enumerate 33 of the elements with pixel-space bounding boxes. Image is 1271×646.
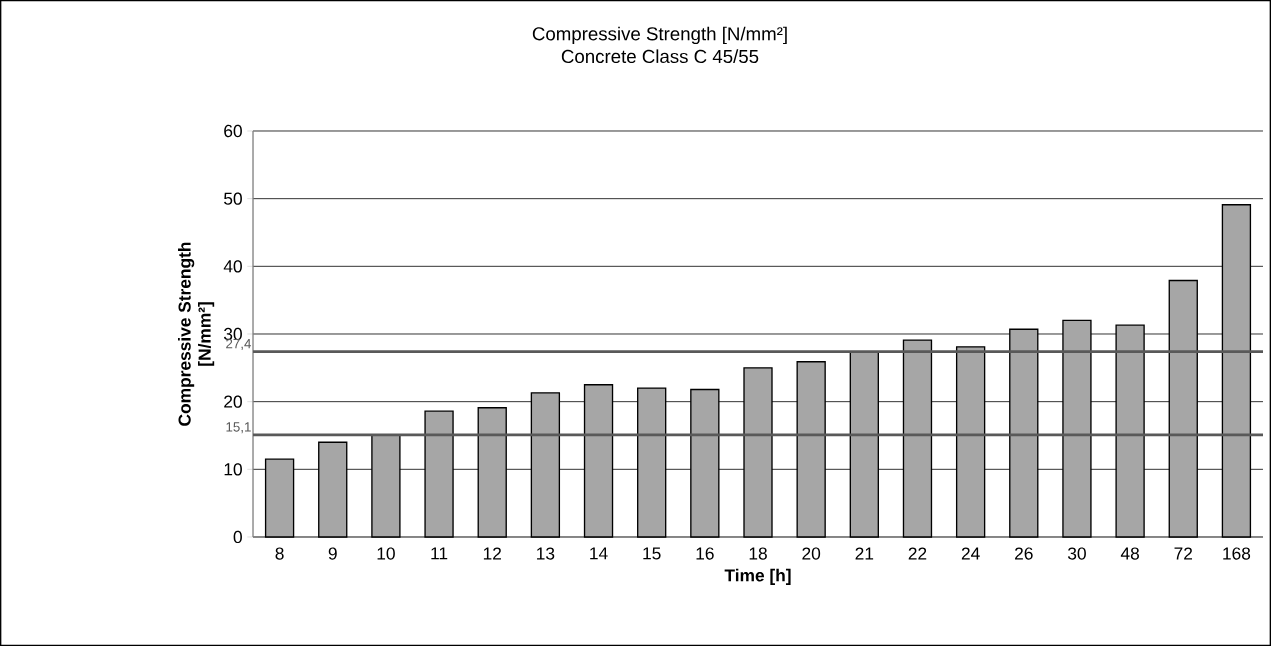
text: [N/mm²]: [198, 302, 215, 366]
x-tick-label: 14: [590, 547, 608, 560]
text: Compressive Strength [N/mm²]: [532, 26, 787, 45]
x-tick-label: 30: [1067, 547, 1086, 560]
x-tick-label: 22: [908, 547, 927, 560]
x-tick-label: 15: [643, 547, 661, 560]
x-tick-label: 10: [377, 547, 395, 560]
ref-line-label: 27,4: [226, 338, 252, 350]
y-tick-label: 50: [224, 192, 242, 205]
x-tick-label: 24: [961, 547, 980, 560]
x-tick-label: 26: [1015, 547, 1033, 560]
text: Concrete Class C 45/55: [561, 49, 759, 64]
x-tick-label: 8: [275, 547, 284, 560]
y-tick-label: 30: [224, 327, 242, 341]
y-tick-label: 40: [223, 260, 242, 273]
x-tick-label: 20: [802, 547, 821, 560]
text: Compressive Strength: [178, 242, 195, 426]
y-tick-label: 20: [224, 395, 242, 408]
x-tick-label: 13: [537, 547, 555, 560]
x-tick-label: 11: [431, 547, 448, 560]
x-tick-label: 21: [855, 547, 874, 560]
x-tick-label: 18: [749, 547, 767, 560]
y-tick-label: 0: [233, 530, 242, 544]
x-tick-label: 16: [696, 547, 714, 560]
x-axis-title: Time [h]: [724, 568, 791, 585]
x-tick-label: 168: [1223, 547, 1251, 560]
x-tick-label: 72: [1174, 547, 1193, 560]
y-tick-label: 10: [224, 463, 242, 476]
x-tick-label: 12: [483, 547, 501, 560]
x-tick-label: 48: [1120, 547, 1139, 560]
x-tick-label: 9: [328, 547, 337, 560]
ref-line-label: 15,1: [226, 422, 251, 434]
y-tick-label: 60: [224, 124, 242, 138]
